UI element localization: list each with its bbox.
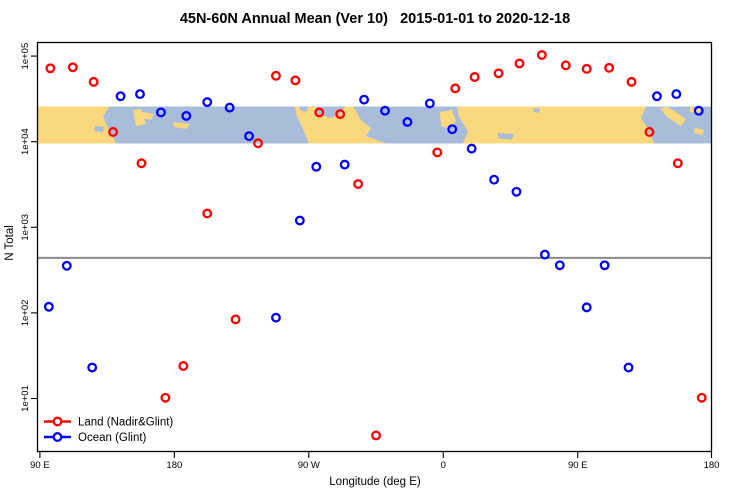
chart-title: 45N-60N Annual Mean (Ver 10) 2015-01-01 …: [179, 11, 571, 27]
data-point-ocean: [224, 102, 235, 113]
data-point-land: [581, 63, 592, 74]
data-point-land: [469, 72, 480, 82]
map-island-patch: [660, 107, 686, 126]
legend-marker-1: [52, 432, 63, 442]
map-island-patch: [173, 122, 190, 129]
data-point-land: [271, 70, 281, 81]
data-point-land: [432, 147, 443, 158]
map-ocean-patch: [497, 133, 514, 140]
data-point-land: [202, 208, 213, 219]
data-point-ocean: [135, 89, 145, 100]
legend-label-0: Land (Nadir&Glint): [78, 417, 173, 429]
data-point-ocean: [115, 91, 126, 102]
x-tick-label: 180: [704, 460, 720, 471]
data-point-ocean: [539, 249, 550, 260]
data-point-ocean: [87, 362, 98, 373]
data-point-land: [178, 361, 189, 371]
legend-marker-0: [52, 416, 63, 427]
data-point-ocean: [181, 110, 192, 121]
data-point-land: [514, 58, 525, 69]
data-point-land: [560, 60, 571, 71]
data-point-ocean: [61, 260, 72, 271]
data-point-ocean: [623, 362, 634, 373]
data-point-ocean: [581, 302, 592, 313]
map-ocean-patch: [103, 106, 309, 144]
x-tick-label: 90 E: [30, 460, 50, 471]
data-point-land: [88, 76, 99, 87]
y-tick-label: 1e+05: [20, 43, 31, 70]
data-point-ocean: [424, 98, 435, 109]
map-island-patch: [133, 109, 146, 126]
data-point-ocean: [511, 186, 522, 197]
data-point-ocean: [155, 107, 166, 118]
data-point-ocean: [202, 97, 213, 108]
y-tick-label: 1e+01: [20, 385, 31, 412]
map-island-patch: [342, 120, 356, 131]
data-point-land: [493, 68, 504, 79]
map-lake-patch: [94, 126, 104, 132]
x-tick-label: 180: [166, 460, 182, 471]
data-point-land: [626, 76, 637, 87]
y-tick-label: 1e+04: [20, 128, 31, 155]
data-point-ocean: [271, 312, 281, 323]
x-tick-label: 90 E: [568, 460, 588, 471]
y-tick-label: 1e+03: [20, 214, 31, 241]
data-point-ocean: [339, 159, 350, 170]
x-tick-label: 0: [441, 460, 446, 471]
plot-frame: [36, 41, 713, 453]
data-point-ocean: [671, 89, 682, 100]
data-point-ocean: [380, 105, 390, 116]
data-point-ocean: [651, 91, 662, 102]
map-island-patch: [694, 128, 704, 135]
data-point-land: [536, 50, 547, 60]
data-point-ocean: [693, 105, 704, 116]
data-point-land: [45, 63, 56, 74]
data-point-land: [160, 392, 171, 403]
data-point-ocean: [554, 260, 565, 271]
data-point-land: [696, 392, 707, 403]
data-point-land: [314, 107, 325, 118]
data-point-ocean: [489, 174, 500, 185]
data-point-land: [353, 179, 364, 190]
data-point-land: [450, 83, 461, 94]
data-point-ocean: [244, 131, 255, 142]
data-point-land: [230, 314, 241, 325]
data-point-ocean: [43, 301, 54, 312]
data-point-land: [108, 126, 119, 137]
data-point-land: [672, 158, 683, 169]
data-point-land: [335, 109, 346, 120]
x-axis-label: Longitude (deg E): [329, 476, 421, 488]
y-tick-label: 1e+02: [20, 300, 31, 327]
data-point-land: [644, 126, 655, 137]
data-point-ocean: [359, 94, 370, 105]
map-ocean-patch: [641, 106, 712, 144]
map-ocean-patch: [533, 108, 540, 113]
data-point-ocean: [599, 260, 610, 271]
data-point-ocean: [294, 215, 305, 226]
data-point-land: [290, 75, 301, 86]
data-point-land: [67, 62, 78, 73]
data-point-land: [604, 62, 615, 73]
map-ocean-patch: [299, 106, 308, 112]
data-point-land: [371, 430, 381, 441]
x-tick-label: 90 W: [298, 460, 320, 471]
data-point-land: [253, 138, 263, 149]
data-point-land: [136, 158, 147, 169]
data-point-ocean: [402, 117, 413, 127]
map-island-patch: [142, 112, 154, 120]
data-point-ocean: [447, 124, 458, 135]
data-point-ocean: [311, 161, 322, 172]
data-point-ocean: [466, 143, 477, 154]
legend-label-1: Ocean (Glint): [78, 432, 147, 444]
